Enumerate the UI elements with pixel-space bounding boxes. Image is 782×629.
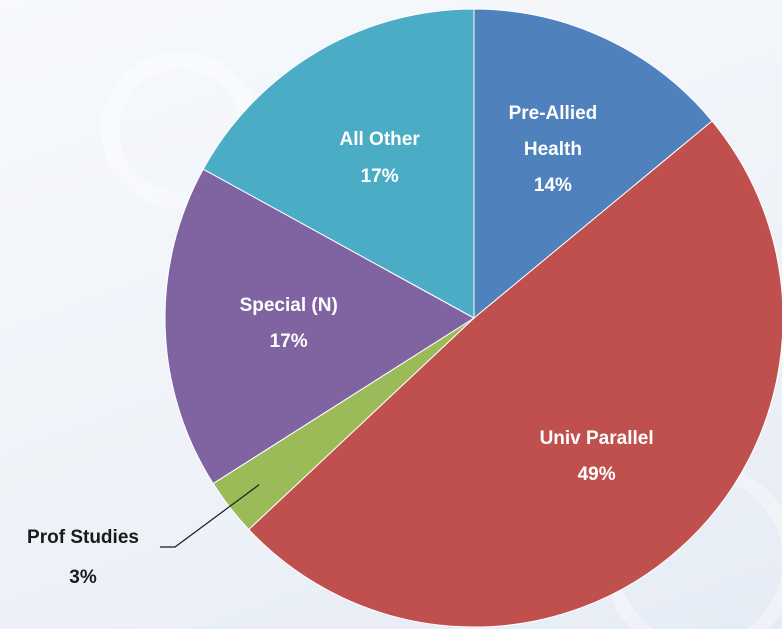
category-name: Prof Studies	[27, 527, 139, 549]
category-name: All Other	[339, 129, 420, 151]
value-label: 14%	[533, 175, 572, 197]
pie-slice	[164, 168, 475, 485]
pie-slice	[473, 8, 713, 320]
category-name: Special (N)	[239, 294, 338, 316]
value-label: 3%	[69, 567, 97, 588]
pie-slice	[248, 120, 782, 628]
slice-label: Pre-Allied Health 14%	[478, 96, 628, 204]
slice-label: Univ Parallel 49%	[540, 421, 654, 493]
leader-line	[160, 484, 260, 548]
slice-label: Special (N) 17%	[240, 288, 338, 360]
value-label: 49%	[577, 464, 616, 486]
pie-slice	[202, 8, 475, 319]
category-name: Univ Parallel	[539, 427, 654, 449]
slice-label: Prof Studies 3%	[27, 518, 139, 598]
value-label: 17%	[269, 330, 308, 352]
category-name: Pre-Allied Health	[508, 103, 598, 161]
slice-label: All Other 17%	[339, 122, 419, 194]
value-label: 17%	[360, 165, 399, 187]
